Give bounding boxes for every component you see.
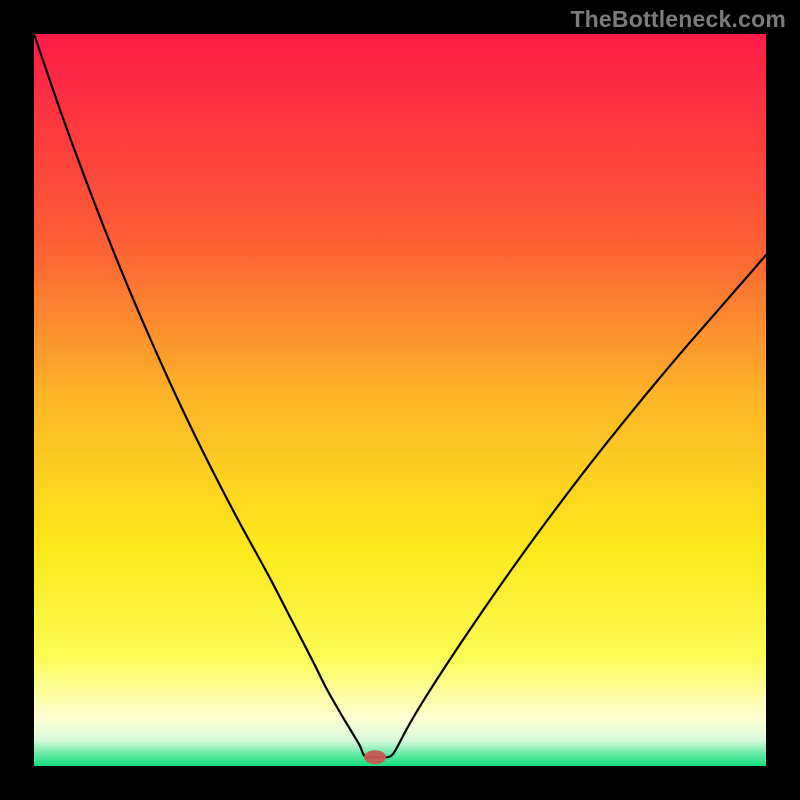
gradient-background: [34, 34, 766, 766]
watermark-text: TheBottleneck.com: [570, 6, 786, 33]
optimal-point-marker: [364, 750, 386, 764]
plot-area: [34, 34, 766, 766]
chart-canvas: TheBottleneck.com: [0, 0, 800, 800]
